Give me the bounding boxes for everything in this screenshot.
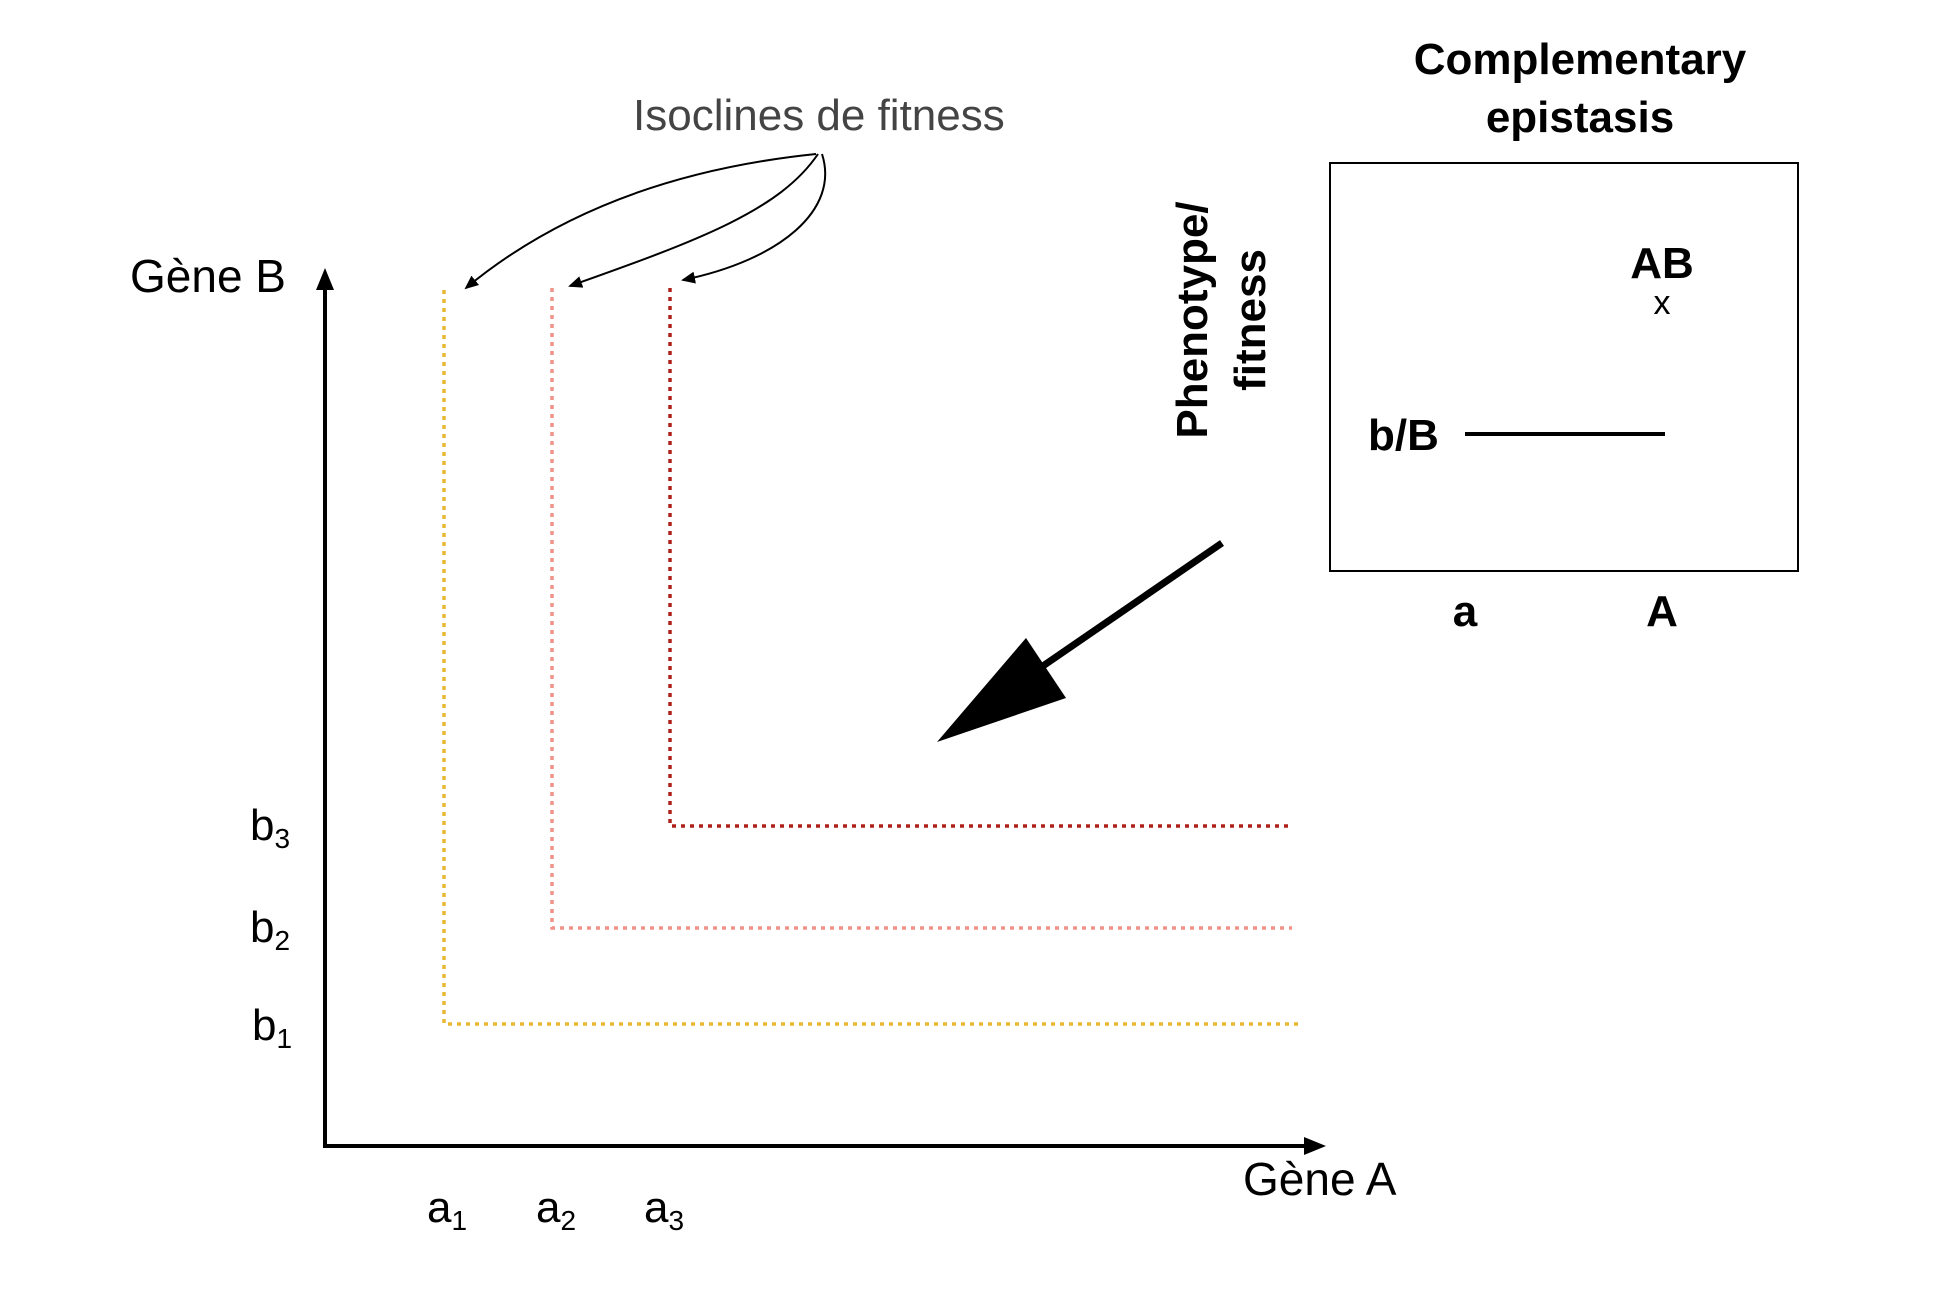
y-axis-arrowhead [316,268,334,290]
inset-title-line2: epistasis [1486,93,1674,142]
y-tick-b2: b2 [250,903,290,956]
annotation-arrows [464,153,827,290]
inset-panel: Complementary epistasis b/B AB x a A [1329,35,1799,636]
annotation-arrow-1 [464,153,817,290]
annotation-arrow-2 [568,153,819,288]
x-axis-arrowhead [1304,1137,1326,1155]
isoclines-annotation: Isoclines de fitness [633,91,1005,140]
main-axes [316,268,1326,1155]
y-tick-labels: b3 b2 b1 [250,801,292,1054]
isocline-1 [442,290,1300,1026]
isocline-2 [550,288,1292,930]
inset-box [1329,162,1799,572]
phenotype-fitness-label: Phenotype/ fitness [1168,201,1275,438]
inset-x-label-A: A [1646,587,1678,636]
inset-point-label: AB [1630,239,1694,288]
y-tick-b1: b1 [252,1001,292,1054]
x-tick-a3: a3 [644,1183,684,1236]
x-tick-labels: a1 a2 a3 [427,1183,684,1236]
annotation-arrow-3 [681,153,827,284]
big-arrow-shaft [1038,540,1224,671]
x-tick-a1: a1 [427,1183,467,1236]
phenotype-label-line2: fitness [1226,249,1275,391]
isoclines [442,288,1300,1026]
x-axis-label: Gène A [1243,1153,1397,1205]
phenotype-label-line1: Phenotype/ [1168,201,1217,438]
inset-line-label: b/B [1368,411,1439,460]
y-axis-label: Gène B [130,250,286,302]
big-arrow-head [937,638,1066,742]
inset-x-label-a: a [1453,587,1478,636]
y-tick-b3: b3 [250,801,290,854]
big-arrow [937,540,1224,742]
inset-title-line1: Complementary [1414,35,1747,84]
x-tick-a2: a2 [536,1183,576,1236]
inset-point-marker: x [1654,284,1671,322]
